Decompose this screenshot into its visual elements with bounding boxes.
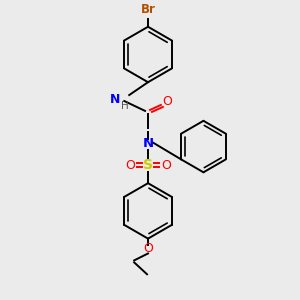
Text: O: O — [162, 94, 172, 107]
Text: O: O — [125, 159, 135, 172]
Text: H: H — [121, 101, 129, 111]
Text: O: O — [143, 242, 153, 255]
Text: Br: Br — [141, 3, 155, 16]
Text: N: N — [110, 92, 120, 106]
Text: O: O — [161, 159, 171, 172]
Text: S: S — [143, 158, 153, 172]
Text: N: N — [142, 137, 154, 150]
